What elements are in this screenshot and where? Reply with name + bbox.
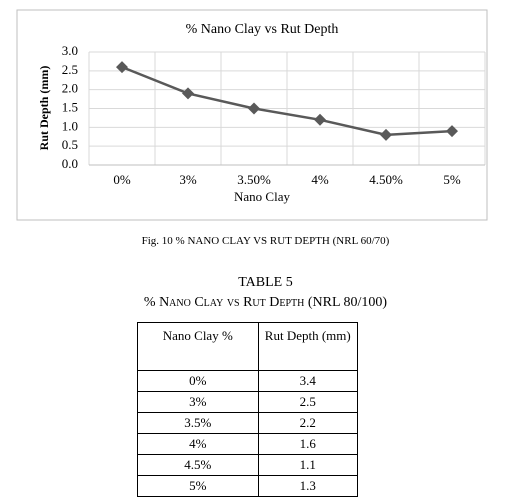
figure-caption: Fig. 10 % NANO CLAY VS RUT DEPTH (NRL 60… (141, 235, 390, 247)
chart-title: % Nano Clay vs Rut Depth (186, 22, 339, 37)
x-tick-label: 0% (113, 172, 131, 187)
y-tick-label: 3.0 (62, 43, 78, 58)
data-table: Nano Clay % Rut Depth (mm) 0% 3.4 3% 2.5 3.5% 2… (137, 322, 359, 497)
x-tick-label: 4.50% (369, 172, 403, 187)
y-tick-label: 2.0 (62, 81, 78, 96)
table-title: TABLE 5 (238, 275, 293, 290)
table-cell: 0% (137, 370, 259, 392)
y-tick-label: 1.0 (62, 118, 78, 133)
table-subtitle: % Nano Clay vs Rut Depth (NRL 80/100) (143, 295, 388, 310)
y-axis-title: Rut Depth (mm) (37, 66, 51, 151)
table-row: 4.5% 1.1 (137, 454, 359, 476)
marker (380, 128, 392, 141)
table-row: 3% 2.5 (137, 391, 359, 413)
table-cell: Rut Depth (mm) (257, 322, 359, 371)
table-cell: 1.3 (257, 475, 359, 497)
y-tick-label: 2.5 (62, 62, 78, 77)
table-cell: 1.1 (257, 454, 359, 476)
x-tick-label: 3% (179, 172, 197, 187)
chart: % Nano Clay vs Rut Depth Nano Clay Rut D… (16, 9, 488, 221)
table-cell: Nano Clay % (137, 322, 259, 371)
y-tick-label: 0.5 (62, 137, 78, 152)
marker (116, 61, 128, 74)
table-row: 3.5% 2.2 (137, 412, 359, 434)
y-tick-label: 0.0 (62, 156, 78, 171)
marker (248, 102, 260, 115)
y-tick-label: 1.5 (62, 99, 78, 114)
line (121, 65, 453, 137)
marker (182, 87, 194, 100)
marker (314, 113, 326, 126)
x-tick-label: 3.50% (237, 172, 271, 187)
table-cell: 2.2 (257, 412, 359, 434)
table-cell: 3.4 (257, 370, 359, 392)
table-cell: 4.5% (137, 454, 259, 476)
table-row: 0% 3.4 (137, 370, 359, 392)
table-cell: 5% (137, 475, 259, 497)
x-tick-label: 4% (311, 172, 329, 187)
marker (446, 125, 458, 138)
table-row: Nano Clay % Rut Depth (mm) (137, 322, 359, 371)
x-tick-label: 5% (443, 172, 461, 187)
table-cell: 1.6 (257, 433, 359, 455)
table-cell: 3.5% (137, 412, 259, 434)
chart-frame (16, 9, 488, 221)
table-row: 5% 1.3 (137, 475, 359, 497)
x-axis-title: Nano Clay (234, 189, 290, 204)
table-cell: 3% (137, 391, 259, 413)
table-cell: 4% (137, 433, 259, 455)
table-cell: 2.5 (257, 391, 359, 413)
table-row: 4% 1.6 (137, 433, 359, 455)
